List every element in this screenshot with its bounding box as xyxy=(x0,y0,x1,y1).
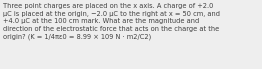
Text: Three point charges are placed on the x axis. A charge of +2.0
μC is placed at t: Three point charges are placed on the x … xyxy=(3,3,220,40)
